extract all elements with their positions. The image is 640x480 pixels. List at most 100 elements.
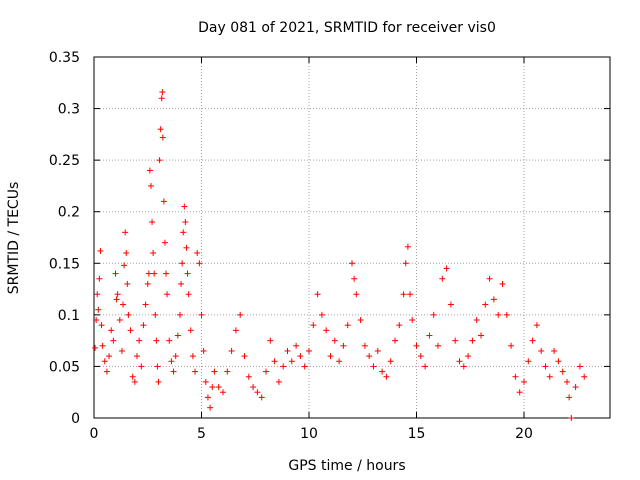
- data-point: [301, 363, 308, 370]
- x-tick-label: 20: [515, 426, 533, 442]
- data-point: [331, 337, 338, 344]
- data-point: [161, 239, 168, 246]
- data-point: [113, 296, 120, 303]
- axis-ticks: 0 5 10 15 20 0 0.05 0.1 0.15 0.2 0.25 0.3 0.35: [49, 50, 610, 442]
- data-point: [200, 347, 207, 354]
- data-point: [499, 280, 506, 287]
- data-point: [153, 337, 160, 344]
- data-point: [145, 270, 152, 277]
- data-point: [202, 378, 209, 385]
- data-point: [198, 311, 205, 318]
- data-point: [101, 358, 108, 365]
- data-point: [280, 363, 287, 370]
- data-point: [533, 322, 540, 329]
- data-point: [232, 327, 239, 334]
- data-point: [179, 260, 186, 267]
- data-point: [116, 317, 123, 324]
- data-point: [156, 157, 163, 164]
- data-point: [275, 378, 282, 385]
- data-point: [566, 394, 573, 401]
- data-point: [564, 378, 570, 385]
- data-point: [258, 394, 265, 401]
- data-point: [178, 280, 185, 287]
- data-point: [209, 384, 216, 391]
- data-points: [92, 89, 588, 421]
- data-point: [402, 260, 409, 267]
- data-point: [452, 337, 459, 344]
- data-point: [108, 327, 115, 334]
- data-point: [297, 353, 304, 360]
- data-point: [103, 368, 110, 375]
- data-point: [314, 291, 321, 298]
- data-point: [357, 317, 364, 324]
- data-point: [366, 353, 373, 360]
- data-point: [122, 229, 129, 236]
- data-point: [129, 373, 136, 380]
- data-point: [164, 291, 171, 298]
- data-point: [529, 337, 536, 344]
- plot-frame: [93, 56, 611, 419]
- data-point: [508, 342, 515, 349]
- data-point: [435, 342, 441, 349]
- data-point: [147, 182, 154, 189]
- data-point: [215, 384, 222, 391]
- data-point: [241, 353, 248, 360]
- data-point: [98, 322, 105, 329]
- data-point: [407, 291, 414, 298]
- data-point: [106, 353, 113, 360]
- data-point: [473, 317, 480, 324]
- data-point: [95, 306, 102, 313]
- data-point: [154, 363, 161, 370]
- data-point: [447, 301, 454, 308]
- data-point: [146, 167, 153, 174]
- data-point: [486, 275, 493, 282]
- data-point: [110, 337, 117, 344]
- data-point: [572, 384, 579, 391]
- data-point: [152, 311, 159, 318]
- data-point: [138, 363, 145, 370]
- data-point: [96, 275, 103, 282]
- data-point: [92, 344, 99, 351]
- data-point: [344, 322, 351, 329]
- data-point: [163, 270, 170, 277]
- data-point: [430, 311, 437, 318]
- data-point: [204, 394, 211, 401]
- data-point: [555, 358, 562, 365]
- data-point: [183, 244, 190, 251]
- data-point: [284, 347, 291, 354]
- data-point: [245, 373, 252, 380]
- data-point: [149, 219, 156, 226]
- data-point: [396, 322, 403, 329]
- data-point: [400, 291, 407, 298]
- data-point: [254, 389, 261, 396]
- data-point: [151, 270, 158, 277]
- data-point: [551, 347, 558, 354]
- data-point: [439, 275, 446, 282]
- data-point: [194, 249, 201, 256]
- data-point: [456, 358, 463, 365]
- data-point: [142, 301, 149, 308]
- data-point: [263, 368, 269, 375]
- data-point: [192, 368, 199, 375]
- data-point: [177, 311, 183, 318]
- data-point: [443, 265, 450, 272]
- data-point: [482, 301, 489, 308]
- data-point: [370, 363, 377, 370]
- data-point: [150, 249, 157, 256]
- data-point: [478, 332, 484, 339]
- data-point: [159, 89, 166, 96]
- data-point: [465, 353, 472, 360]
- data-point: [351, 275, 358, 282]
- data-point: [170, 368, 177, 375]
- data-point: [196, 260, 203, 267]
- data-point: [559, 368, 566, 375]
- y-tick-label: 0.1: [58, 308, 80, 324]
- data-point: [144, 280, 151, 287]
- data-point: [581, 373, 588, 380]
- data-point: [124, 280, 131, 287]
- data-point: [97, 247, 104, 254]
- data-point: [460, 363, 467, 370]
- data-point: [168, 358, 175, 365]
- y-tick-label: 0: [71, 411, 80, 427]
- data-point: [392, 337, 398, 344]
